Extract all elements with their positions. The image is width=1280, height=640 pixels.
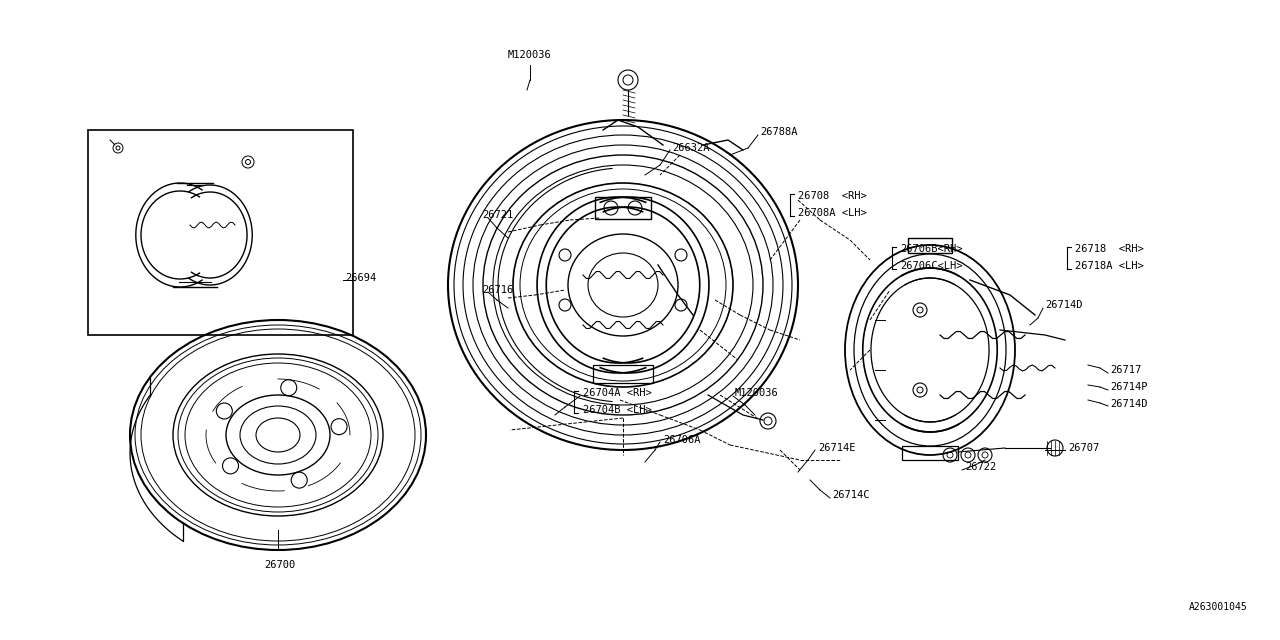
Text: 26714D: 26714D	[1110, 399, 1147, 409]
Text: 26718A <LH>: 26718A <LH>	[1075, 261, 1144, 271]
Text: 26706C<LH>: 26706C<LH>	[900, 261, 963, 271]
Text: M120036: M120036	[508, 50, 552, 60]
Text: 26694: 26694	[346, 273, 376, 283]
Bar	[902, 446, 957, 460]
Text: 26716: 26716	[483, 285, 513, 295]
Text: 26788A: 26788A	[760, 127, 797, 137]
Text: 26707: 26707	[1068, 443, 1100, 453]
Text: 26714C: 26714C	[832, 490, 869, 500]
Bar	[595, 197, 652, 219]
Text: 26722: 26722	[965, 462, 996, 472]
Text: 26706B<RH>: 26706B<RH>	[900, 244, 963, 254]
Bar	[88, 130, 353, 335]
Text: 26700: 26700	[265, 560, 296, 570]
Text: 26704B <LH>: 26704B <LH>	[582, 405, 652, 415]
Text: 26708  <RH>: 26708 <RH>	[797, 191, 867, 201]
Text: M120036: M120036	[735, 388, 778, 398]
Text: A263001045: A263001045	[1189, 602, 1248, 612]
Text: 26718  <RH>: 26718 <RH>	[1075, 244, 1144, 254]
Text: 26704A <RH>: 26704A <RH>	[582, 388, 652, 398]
Text: 26632A: 26632A	[672, 143, 709, 153]
Text: 26708A <LH>: 26708A <LH>	[797, 208, 867, 218]
Text: 26706A: 26706A	[663, 435, 700, 445]
Bar	[908, 238, 952, 253]
Text: 26721: 26721	[483, 210, 513, 220]
Bar	[593, 365, 653, 383]
Text: 26714D: 26714D	[1044, 300, 1083, 310]
Text: 26714P: 26714P	[1110, 382, 1147, 392]
Text: 26714E: 26714E	[818, 443, 855, 453]
Text: 26717: 26717	[1110, 365, 1142, 375]
